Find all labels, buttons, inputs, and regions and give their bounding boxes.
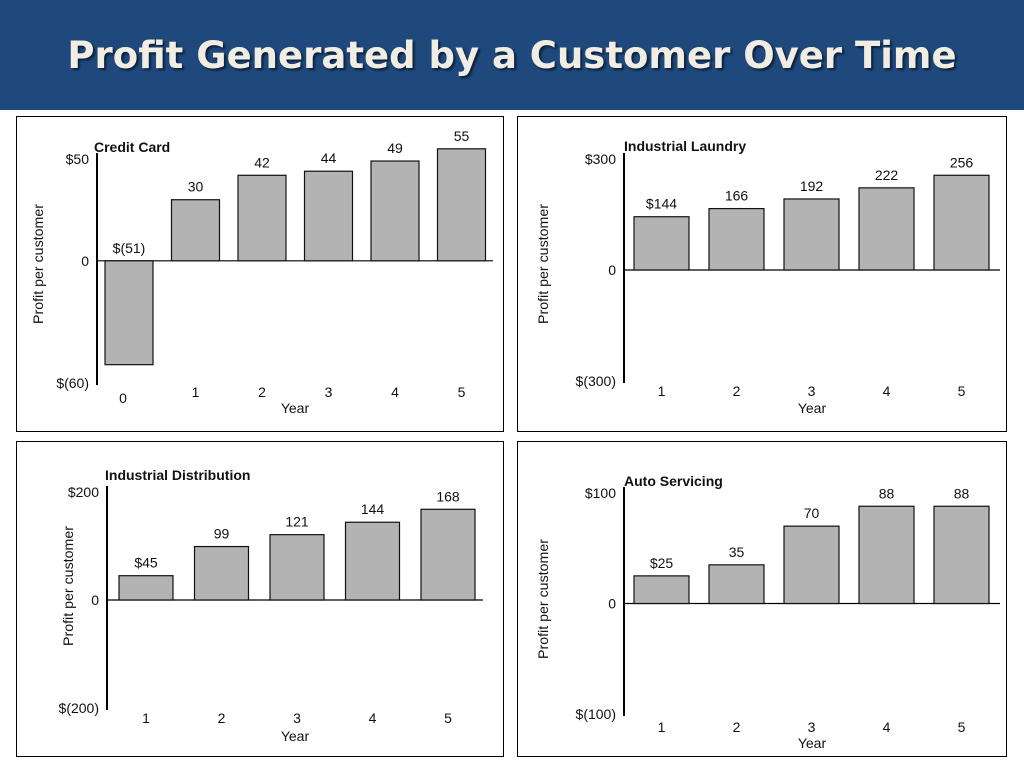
- bar: [303, 170, 354, 262]
- x-tick-label: 4: [391, 384, 399, 400]
- data-label: $45: [134, 555, 158, 571]
- x-tick-label: 4: [883, 383, 891, 399]
- slide-title: Profit Generated by a Customer Over Time: [0, 34, 1024, 102]
- x-tick-label: 3: [293, 710, 301, 726]
- x-tick-label: 3: [808, 383, 816, 399]
- y-axis-label: Profit per customer: [60, 526, 76, 646]
- x-axis-label: Year: [281, 400, 310, 416]
- data-label: $(51): [113, 240, 146, 256]
- bar: [708, 564, 765, 605]
- y-tick-label: $100: [585, 485, 616, 501]
- x-tick-label: 0: [119, 390, 127, 406]
- y-tick-label: $(60): [56, 375, 89, 391]
- data-label: 121: [285, 514, 309, 530]
- chart-title: Industrial Laundry: [624, 138, 746, 154]
- y-tick-label: 0: [608, 262, 616, 278]
- chart-industrial-laundry: Industrial Laundry $300 0 $(300) Profit per …: [535, 138, 1000, 416]
- y-tick-label: $200: [68, 484, 99, 500]
- bar: [269, 534, 325, 601]
- bar: [783, 525, 840, 605]
- data-label: 42: [254, 154, 270, 170]
- y-tick-label: 0: [608, 596, 616, 612]
- data-label: 192: [800, 178, 824, 194]
- data-label: 70: [804, 505, 820, 521]
- x-tick-label: 2: [258, 384, 266, 400]
- bar: [170, 199, 221, 262]
- x-tick-label: 5: [458, 384, 466, 400]
- data-label: 144: [361, 501, 385, 517]
- data-label: $144: [646, 196, 677, 212]
- x-tick-label: 1: [658, 383, 666, 399]
- y-tick-label: $300: [585, 151, 616, 167]
- bar: [237, 174, 287, 262]
- bar: [933, 505, 990, 605]
- bar: [858, 187, 915, 271]
- data-label: 88: [879, 485, 895, 501]
- bar: [933, 174, 990, 271]
- y-tick-label: $(100): [576, 706, 616, 722]
- bar: [633, 575, 690, 605]
- chart-panel-auto-servicing: Auto Servicing $100 0 $(100) Profit per cust…: [517, 441, 1007, 757]
- bar: [708, 207, 765, 271]
- chart-industrial-distribution: Industrial Distribution $200 0 $(200) Profit…: [59, 467, 483, 744]
- y-tick-label: $50: [66, 151, 90, 167]
- y-axis-label: Profit per customer: [535, 539, 551, 659]
- chart-auto-servicing: Auto Servicing $100 0 $(100) Profit per cust…: [535, 473, 1000, 751]
- title-banner: Profit Generated by a Customer Over Time: [0, 0, 1024, 110]
- data-label: 222: [875, 167, 899, 183]
- y-axis-label: Profit per customer: [30, 204, 46, 324]
- data-label: 99: [214, 526, 230, 542]
- bar: [436, 148, 487, 262]
- chart-title: Auto Servicing: [624, 473, 723, 489]
- data-label: 168: [436, 488, 460, 504]
- chart-panel-credit-card: Credit Card $50 0 $(60) Profit per customer $…: [16, 116, 504, 432]
- bar: [783, 198, 840, 271]
- x-tick-label: 5: [444, 710, 452, 726]
- chart-title: Industrial Distribution: [105, 467, 250, 483]
- x-tick-label: 4: [369, 710, 377, 726]
- x-tick-label: 5: [958, 719, 966, 735]
- y-tick-label: 0: [81, 253, 89, 269]
- data-label: 44: [321, 150, 337, 166]
- x-tick-label: 4: [883, 719, 891, 735]
- x-tick-label: 2: [733, 383, 741, 399]
- y-tick-label: 0: [91, 592, 99, 608]
- data-label: 49: [387, 140, 403, 156]
- x-axis-label: Year: [281, 728, 310, 744]
- data-label: 35: [729, 544, 745, 560]
- x-tick-label: 1: [658, 719, 666, 735]
- x-tick-label: 1: [142, 710, 150, 726]
- x-tick-label: 5: [958, 383, 966, 399]
- x-tick-label: 2: [733, 719, 741, 735]
- data-label: 166: [725, 188, 749, 204]
- bar: [633, 216, 690, 271]
- data-label: 256: [950, 154, 974, 170]
- x-tick-label: 3: [808, 719, 816, 735]
- y-axis-label: Profit per customer: [535, 204, 551, 324]
- chart-credit-card: Credit Card$50 0 $(60) Profit per customer $…: [30, 128, 493, 416]
- data-label: 55: [454, 128, 470, 144]
- bar: [118, 575, 174, 601]
- x-tick-label: 3: [325, 384, 333, 400]
- x-tick-label: 2: [218, 710, 226, 726]
- chart-panel-industrial-laundry: Industrial Laundry $300 0 $(300) Profit per …: [517, 116, 1007, 432]
- slide-title-text: Profit Generated by a Customer Over Time: [67, 34, 957, 77]
- x-tick-label: 1: [192, 384, 200, 400]
- data-label: $25: [650, 555, 674, 571]
- data-label: 30: [188, 179, 204, 195]
- x-axis-label: Year: [798, 400, 827, 416]
- y-tick-label: $(300): [576, 373, 616, 389]
- bar: [420, 508, 476, 601]
- chart-panel-industrial-distribution: Industrial Distribution $200 0 $(200) Profit…: [16, 441, 504, 757]
- bar: [858, 505, 915, 605]
- y-tick-label: $(200): [59, 700, 99, 716]
- bar: [344, 521, 401, 601]
- bar: [104, 260, 154, 366]
- bar: [370, 160, 420, 262]
- chart-title: Credit Card: [94, 139, 170, 155]
- x-axis-label: Year: [798, 735, 827, 751]
- data-label: 88: [954, 485, 970, 501]
- bar: [193, 545, 250, 601]
